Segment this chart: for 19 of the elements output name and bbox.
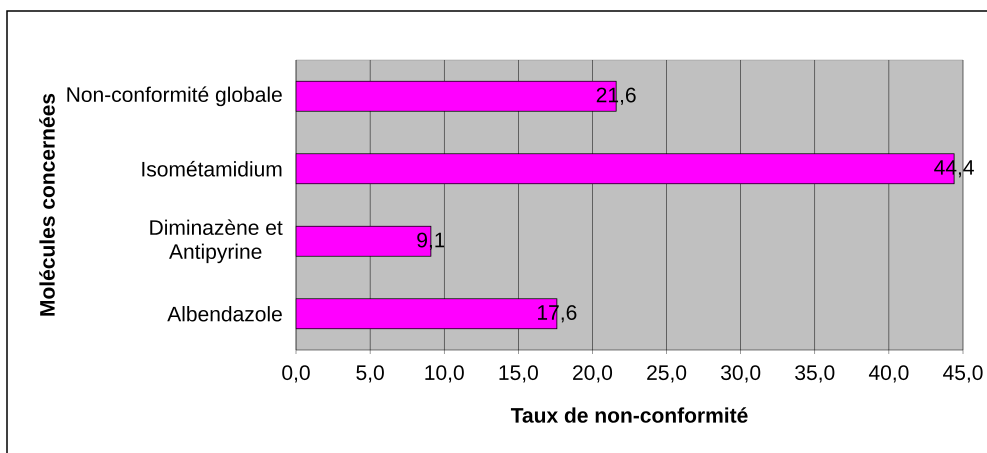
y-tick-label: Non-conformité globale — [67, 86, 282, 106]
y-tick-label: Isométamidium — [142, 160, 282, 177]
y-axis-title: Molécules concernées — [39, 94, 55, 316]
x-tick-label: 15,0 — [500, 365, 538, 383]
data-label: 9,1 — [417, 232, 444, 250]
data-label: 21,6 — [596, 88, 636, 105]
x-tick-label: 0,0 — [282, 365, 310, 383]
x-tick-label: 25,0 — [647, 365, 686, 383]
x-tick-label: 30,0 — [721, 365, 760, 383]
x-tick-label: 5,0 — [356, 365, 384, 383]
x-tick-label: 35,0 — [795, 365, 834, 383]
x-tick-label: 10,0 — [425, 365, 464, 383]
x-axis-title: Taux de non-conformité — [510, 407, 748, 423]
x-tick-label: 40,0 — [868, 365, 908, 383]
y-tick-label: Diminazène et Antipyrine — [150, 219, 283, 264]
x-tick-label: 20,0 — [573, 365, 612, 383]
y-tick-label: Albendazole — [167, 306, 282, 322]
data-label: 44,4 — [934, 160, 974, 178]
x-tick-label: 45,0 — [943, 365, 983, 383]
